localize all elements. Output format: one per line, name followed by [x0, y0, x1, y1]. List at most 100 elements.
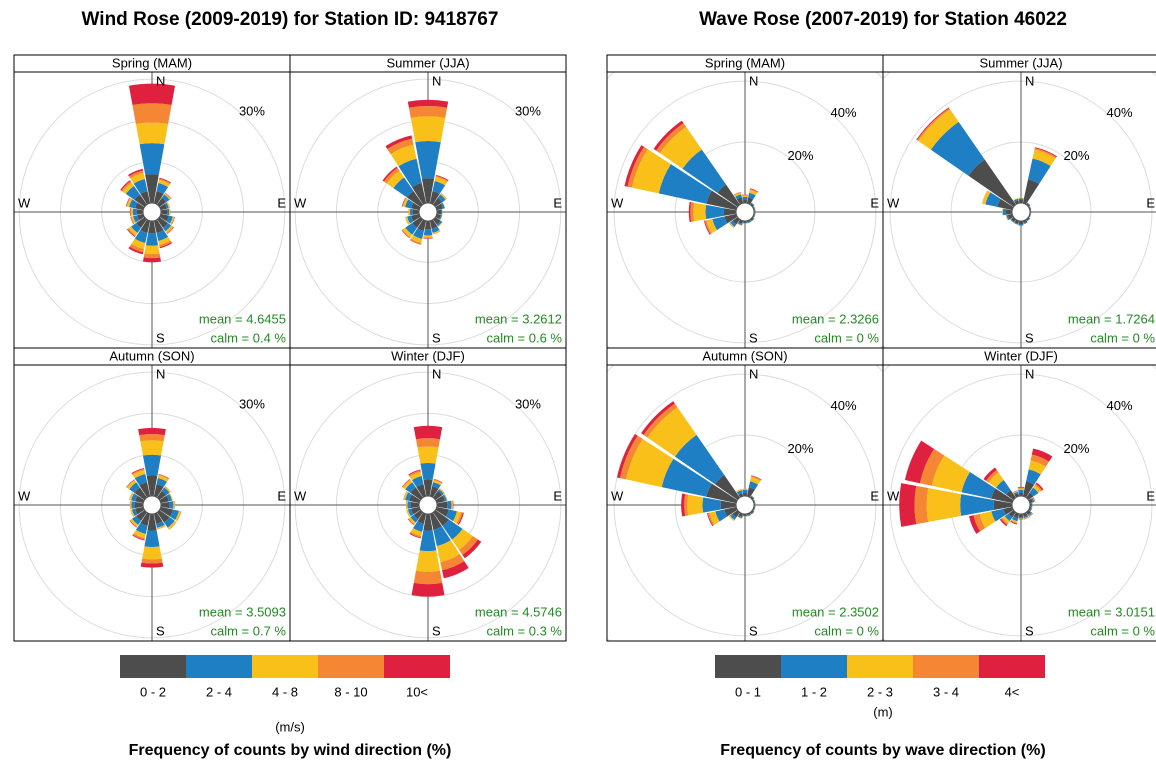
- wedge: [982, 190, 988, 204]
- wedge: [1010, 219, 1014, 223]
- wedge: [156, 229, 169, 241]
- wedge: [1012, 490, 1018, 493]
- wedge: [429, 191, 440, 205]
- wedge: [656, 123, 687, 154]
- wedge: [159, 213, 169, 222]
- wedge: [742, 488, 748, 490]
- wedge: [440, 554, 465, 571]
- wedge: [156, 478, 167, 488]
- compass-n: N: [432, 73, 441, 88]
- wedge: [753, 507, 756, 511]
- wedge: [142, 257, 162, 263]
- wedge: [166, 215, 173, 224]
- wedge: [156, 524, 166, 530]
- wedge: [715, 475, 740, 500]
- wedge: [1026, 203, 1030, 207]
- wedge: [688, 201, 692, 223]
- wedge: [165, 192, 172, 199]
- legend-label: 4 - 8: [272, 684, 298, 699]
- wedge: [1013, 222, 1019, 225]
- wedge: [1018, 198, 1024, 201]
- wedge: [157, 197, 167, 207]
- r-tick-label: 30%: [515, 396, 541, 411]
- panel-frame: [289, 347, 567, 642]
- wedge: [435, 506, 449, 517]
- wedge: [931, 455, 970, 493]
- wedge: [1033, 485, 1041, 493]
- calm-circle: [1011, 495, 1031, 515]
- compass-e: E: [870, 488, 879, 503]
- wedge: [398, 158, 422, 188]
- legend-swatch: [318, 655, 384, 678]
- wedge: [144, 245, 160, 255]
- wedge: [159, 240, 172, 248]
- wedge: [999, 518, 1008, 527]
- compass-n: N: [749, 366, 758, 381]
- wedge: [724, 506, 738, 517]
- wedge: [742, 489, 748, 494]
- wedge: [158, 474, 170, 479]
- wedge: [121, 181, 132, 192]
- wedge: [125, 185, 140, 200]
- wedge: [687, 494, 704, 516]
- wedge: [132, 469, 146, 479]
- panel-title: Summer (JJA): [386, 55, 469, 70]
- wedge: [157, 475, 169, 482]
- wedge: [140, 562, 164, 568]
- compass-w: W: [18, 195, 31, 210]
- panel-title: Spring (MAM): [112, 55, 192, 70]
- wedge: [401, 478, 411, 488]
- mean-label: mean = 3.5093: [199, 604, 286, 619]
- wedge: [134, 229, 148, 243]
- wedge: [1034, 147, 1057, 158]
- wedge: [1013, 490, 1019, 494]
- wedge: [704, 220, 711, 235]
- wedge: [440, 193, 447, 200]
- wedge: [436, 501, 448, 509]
- wedge: [432, 231, 441, 235]
- wedge: [411, 213, 421, 222]
- wedge: [139, 482, 151, 498]
- wedge: [1031, 497, 1035, 503]
- compass-n: N: [749, 73, 758, 88]
- wedge: [707, 512, 715, 526]
- wedge: [145, 174, 159, 204]
- wedge: [750, 496, 754, 500]
- wedge: [750, 203, 754, 207]
- wedge: [742, 195, 748, 198]
- wedge: [402, 479, 411, 488]
- compass-s: S: [749, 330, 758, 345]
- wedge: [129, 482, 140, 493]
- wedge: [393, 177, 414, 198]
- wedge: [402, 227, 413, 238]
- compass-e: E: [553, 488, 562, 503]
- wedge: [444, 494, 448, 501]
- mean-label: mean = 2.3266: [792, 311, 879, 326]
- wedge: [736, 490, 743, 495]
- compass-n: N: [1025, 73, 1034, 88]
- wedge: [431, 226, 440, 233]
- wedge: [1017, 486, 1025, 488]
- wedge: [153, 484, 164, 498]
- wedge: [168, 521, 177, 530]
- wedge: [753, 214, 756, 218]
- wedge: [408, 470, 421, 477]
- wedge: [653, 120, 684, 151]
- wedge: [1013, 512, 1020, 519]
- wedge: [435, 175, 449, 182]
- wedge: [1029, 507, 1033, 512]
- wedge: [734, 192, 741, 196]
- wedge: [159, 495, 169, 504]
- wedge: [405, 482, 416, 493]
- panel-title: Summer (JJA): [979, 55, 1062, 70]
- panel: 20% 40%: [883, 72, 1156, 348]
- mean-label: mean = 2.3502: [792, 604, 879, 619]
- wedge: [1032, 497, 1036, 503]
- wedge: [741, 194, 749, 196]
- wedge: [930, 121, 985, 176]
- wedge: [142, 454, 162, 476]
- wedge: [969, 515, 981, 534]
- wedge: [1023, 516, 1029, 519]
- wedge: [413, 521, 424, 532]
- compass-e: E: [277, 195, 286, 210]
